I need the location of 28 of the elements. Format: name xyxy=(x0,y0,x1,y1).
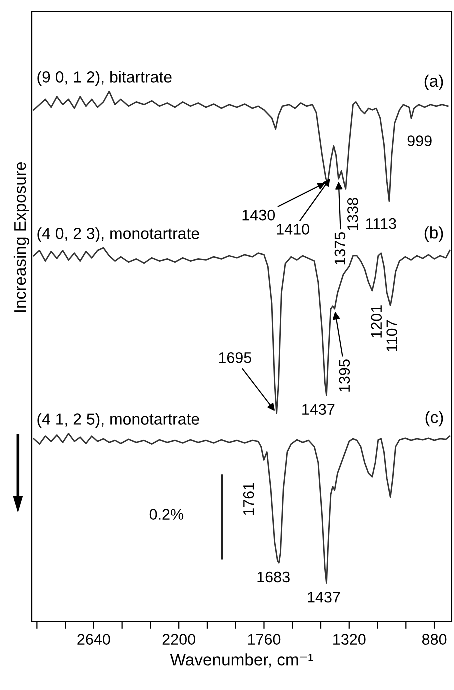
y-axis-title: Increasing Exposure xyxy=(14,162,30,312)
annotation: 1201 xyxy=(371,306,382,338)
x-tick-label: 1320 xyxy=(334,634,366,645)
annotation: 1410 xyxy=(277,224,310,235)
x-tick-label: 2200 xyxy=(162,634,196,645)
annotation: 1437 xyxy=(302,404,335,416)
annotation: 1761 xyxy=(243,483,254,516)
annotation: 1437 xyxy=(308,592,340,603)
annotation: 1113 xyxy=(366,218,396,230)
annotation: (b) xyxy=(424,226,444,242)
annotation: 1430 xyxy=(242,210,276,221)
annotation: 999 xyxy=(408,136,432,147)
series-label: (4 1, 2 5), monotartrate xyxy=(38,413,200,428)
annotation: (a) xyxy=(424,74,444,90)
annotation: 1107 xyxy=(386,320,398,352)
annotation: 1338 xyxy=(348,198,358,230)
annotation: 0.2% xyxy=(150,509,184,520)
series-label: (9 0, 1 2), bitartrate xyxy=(38,71,172,86)
x-tick-label: 1760 xyxy=(248,634,281,645)
x-tick-label: 2640 xyxy=(78,634,110,645)
annotation: 1683 xyxy=(258,572,290,583)
annotation: 1695 xyxy=(219,352,252,364)
annotation: 1395 xyxy=(339,360,350,392)
annotation: (c) xyxy=(426,411,444,427)
x-tick-label: 880 xyxy=(422,634,447,645)
x-axis-title: Wavenumber, cm⁻¹ xyxy=(170,654,314,668)
annotation: 1375 xyxy=(334,232,346,265)
series-label: (4 0, 2 3), monotartrate xyxy=(38,228,200,242)
